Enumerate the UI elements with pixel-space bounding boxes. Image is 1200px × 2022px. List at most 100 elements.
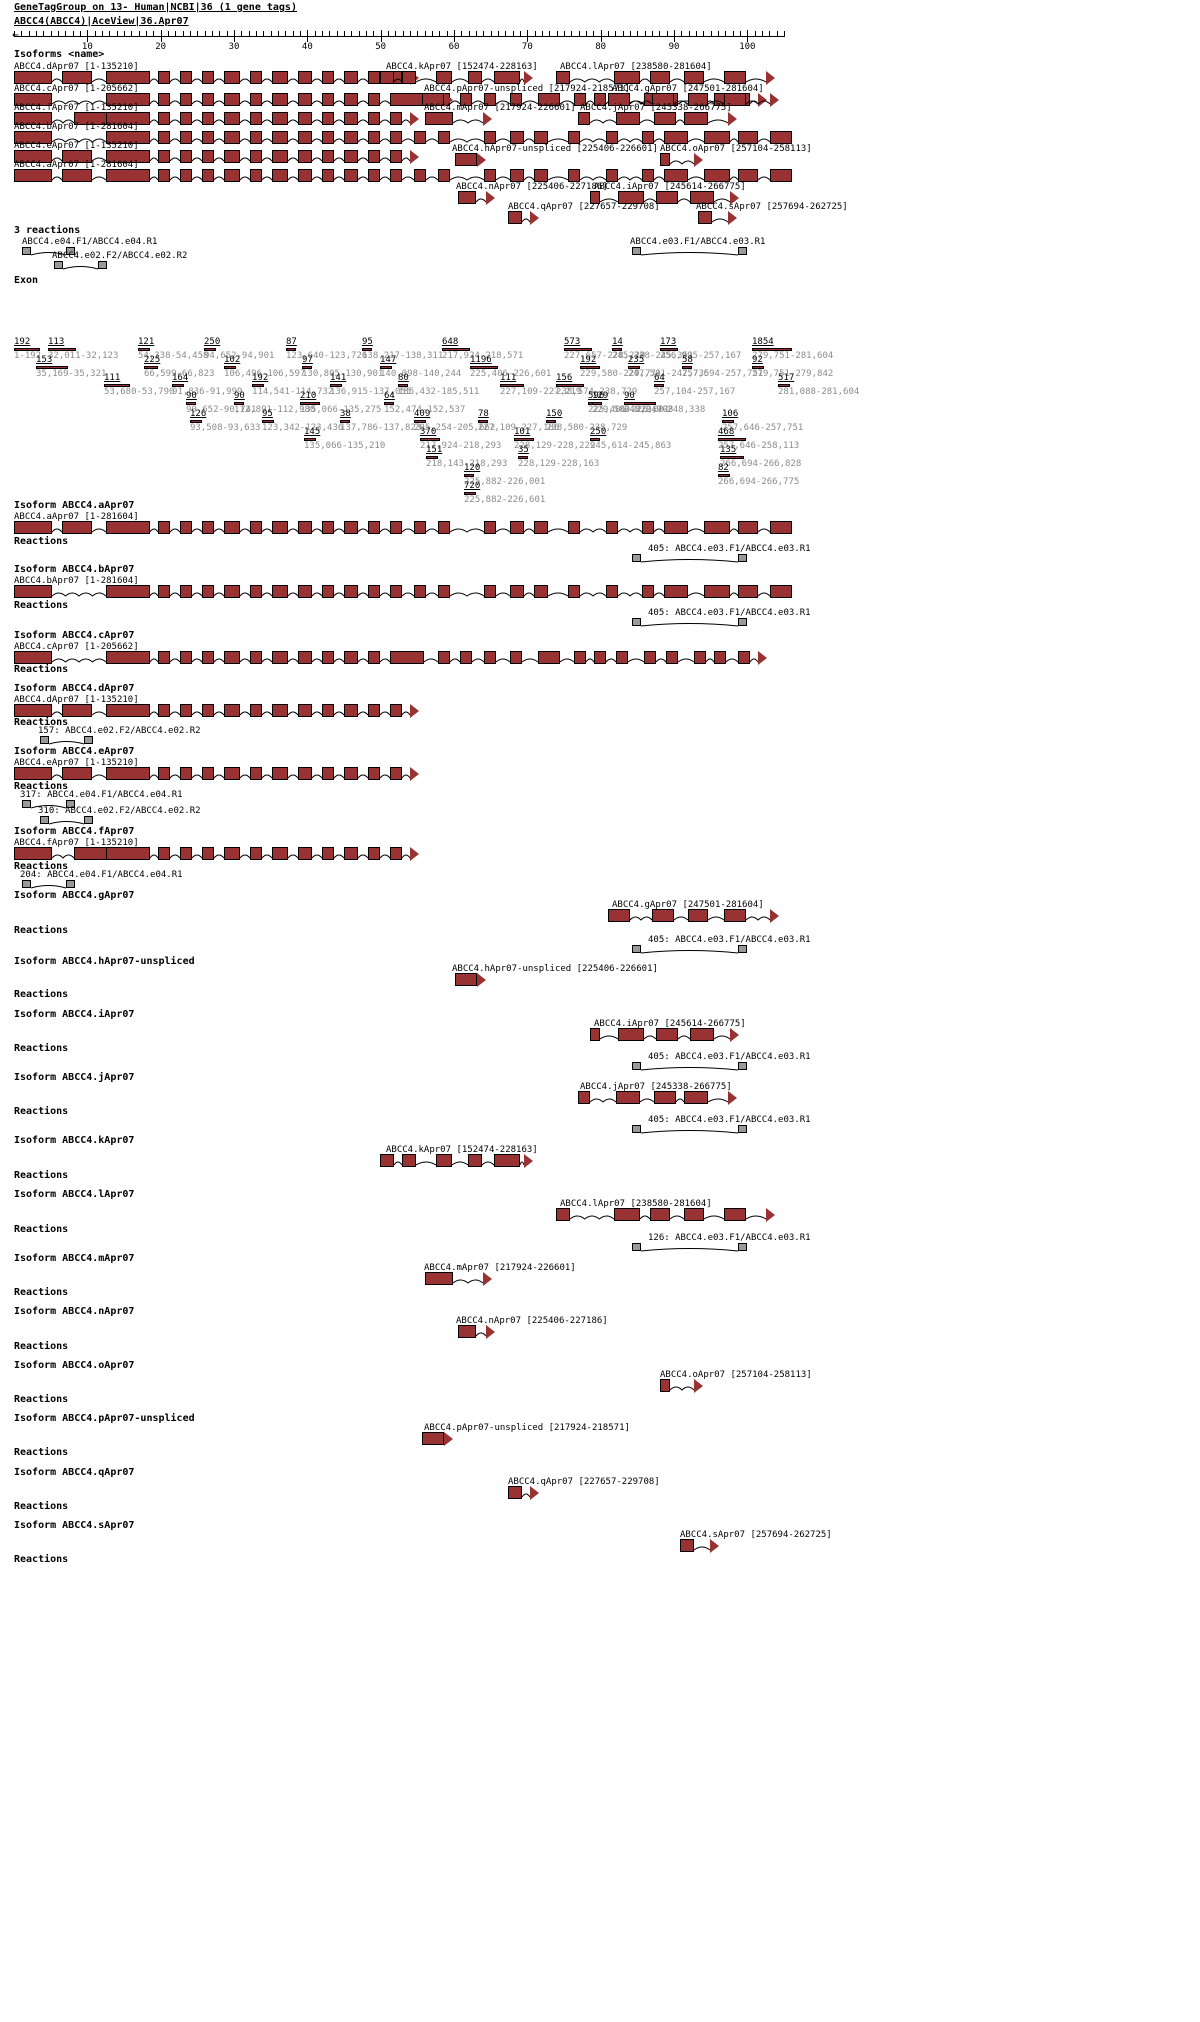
transcript-model[interactable] [508,211,546,227]
transcript-label[interactable]: ABCC4.qApr07 [227657-229708] [508,1477,660,1487]
exon-block[interactable] [694,651,706,664]
exon-block[interactable] [438,521,450,534]
transcript-model[interactable] [455,153,493,169]
exon-block[interactable] [158,150,170,163]
exon-block[interactable] [534,521,548,534]
isoform-block-title[interactable]: Isoform ABCC4.aApr07 [14,500,135,511]
isoform-block-title[interactable]: Isoform ABCC4.jApr07 [14,1072,135,1083]
exon-block[interactable] [455,973,477,986]
isoform-block-title[interactable]: Isoform ABCC4.sApr07 [14,1520,135,1531]
exon-block[interactable] [344,93,358,106]
exon-block[interactable] [202,93,214,106]
exon-block[interactable] [106,521,150,534]
probe-primer-box[interactable] [66,880,75,888]
exon-block[interactable] [322,169,334,182]
exon-block[interactable] [368,585,380,598]
exon-block[interactable] [578,112,590,125]
exon-block[interactable] [202,521,214,534]
exon-block[interactable] [14,71,52,84]
exon-block[interactable] [272,71,288,84]
exon-block[interactable] [656,191,678,204]
exon-bar[interactable] [752,348,792,351]
exon-block[interactable] [724,1208,746,1221]
exon-block[interactable] [344,169,358,182]
transcript-model[interactable] [425,1272,499,1288]
exon-block[interactable] [106,704,150,717]
exon-block[interactable] [14,651,52,664]
exon-block[interactable] [534,169,548,182]
exon-block[interactable] [158,71,170,84]
transcript-label[interactable]: ABCC4.iApr07 [245614-266775] [594,182,746,192]
exon-table-cell[interactable]: 35 228,129-228,163 [518,446,599,469]
exon-block[interactable] [438,585,450,598]
exon-table-cell[interactable]: 141 136,915-137,055 [330,374,411,397]
isoform-block-title[interactable]: Isoform ABCC4.bApr07 [14,564,135,575]
transcript-model[interactable] [556,1208,782,1224]
exon-block[interactable] [180,704,192,717]
exon-block[interactable] [650,71,670,84]
exon-block[interactable] [62,521,92,534]
reaction-probe-pair[interactable] [22,800,75,810]
transcript-label[interactable]: ABCC4.dApr07 [1-135210] [14,695,139,705]
exon-bar[interactable] [262,420,274,423]
reaction-label[interactable]: 126: ABCC4.e03.F1/ABCC4.e03.R1 [648,1233,811,1243]
transcript-label[interactable]: ABCC4.mApr07 [217924-226601] [424,103,576,113]
exon-block[interactable] [368,93,380,106]
exon-block[interactable] [62,150,92,163]
transcript-label[interactable]: ABCC4.lApr07 [238580-281604] [560,62,712,72]
exon-block[interactable] [684,1091,708,1104]
exon-block[interactable] [224,704,240,717]
exon-block[interactable] [250,767,262,780]
exon-block[interactable] [250,112,262,125]
exon-block[interactable] [14,585,52,598]
exon-block[interactable] [484,521,496,534]
isoform-block-title[interactable]: Isoform ABCC4.iApr07 [14,1009,135,1020]
transcript-model[interactable] [380,1154,540,1170]
exon-block[interactable] [272,585,288,598]
exon-block[interactable] [14,704,52,717]
exon-block[interactable] [508,211,522,224]
exon-block[interactable] [458,1325,476,1338]
transcript-model[interactable] [660,153,710,169]
exon-table-cell[interactable]: 97 130,805-130,901 [302,356,383,379]
isoform-block-title[interactable]: Isoform ABCC4.hApr07-unspliced [14,956,195,967]
exon-block[interactable] [414,131,426,144]
exon-block[interactable] [344,651,358,664]
exon-bar[interactable] [384,402,394,405]
exon-table-cell[interactable]: 95 123,342-123,436 [262,410,343,433]
exon-block[interactable] [250,169,262,182]
isoform-block-title[interactable]: Isoform ABCC4.kApr07 [14,1135,135,1146]
reaction-probe-pair[interactable] [40,816,93,826]
exon-block[interactable] [202,112,214,125]
exon-bar[interactable] [592,402,602,405]
exon-table-cell[interactable]: 90 112,891-112,980 [234,392,315,415]
transcript-label[interactable]: ABCC4.pApr07-unspliced [217924-218571] [424,1423,630,1433]
probe-primer-box[interactable] [738,945,747,953]
exon-table-cell[interactable]: 147 140,098-140,244 [380,356,461,379]
exon-table-cell[interactable]: 38 137,786-137,823 [340,410,421,433]
exon-table-cell[interactable]: 1854 279,751-281,604 [752,338,833,361]
exon-block[interactable] [272,169,288,182]
exon-block[interactable] [690,1028,714,1041]
exon-block[interactable] [738,651,750,664]
exon-block[interactable] [468,71,482,84]
exon-block[interactable] [368,767,380,780]
exon-bar[interactable] [624,402,656,405]
exon-block[interactable] [414,169,426,182]
exon-block[interactable] [664,169,688,182]
probe-primer-box[interactable] [738,1062,747,1070]
exon-block[interactable] [510,169,524,182]
exon-block[interactable] [344,131,358,144]
transcript-label[interactable]: ABCC4.fApr07 [1-135210] [14,103,139,113]
exon-bar[interactable] [330,384,342,387]
transcript-model[interactable] [698,211,744,227]
exon-block[interactable] [106,93,150,106]
exon-table-cell[interactable]: 151 218,143-218,293 [426,446,507,469]
exon-block[interactable] [704,169,730,182]
exon-bar[interactable] [464,492,476,495]
exon-block[interactable] [180,169,192,182]
exon-bar[interactable] [304,438,316,441]
exon-table-cell[interactable]: 120 225,882-226,001 [464,464,545,487]
exon-block[interactable] [390,847,402,860]
exon-block[interactable] [616,112,640,125]
